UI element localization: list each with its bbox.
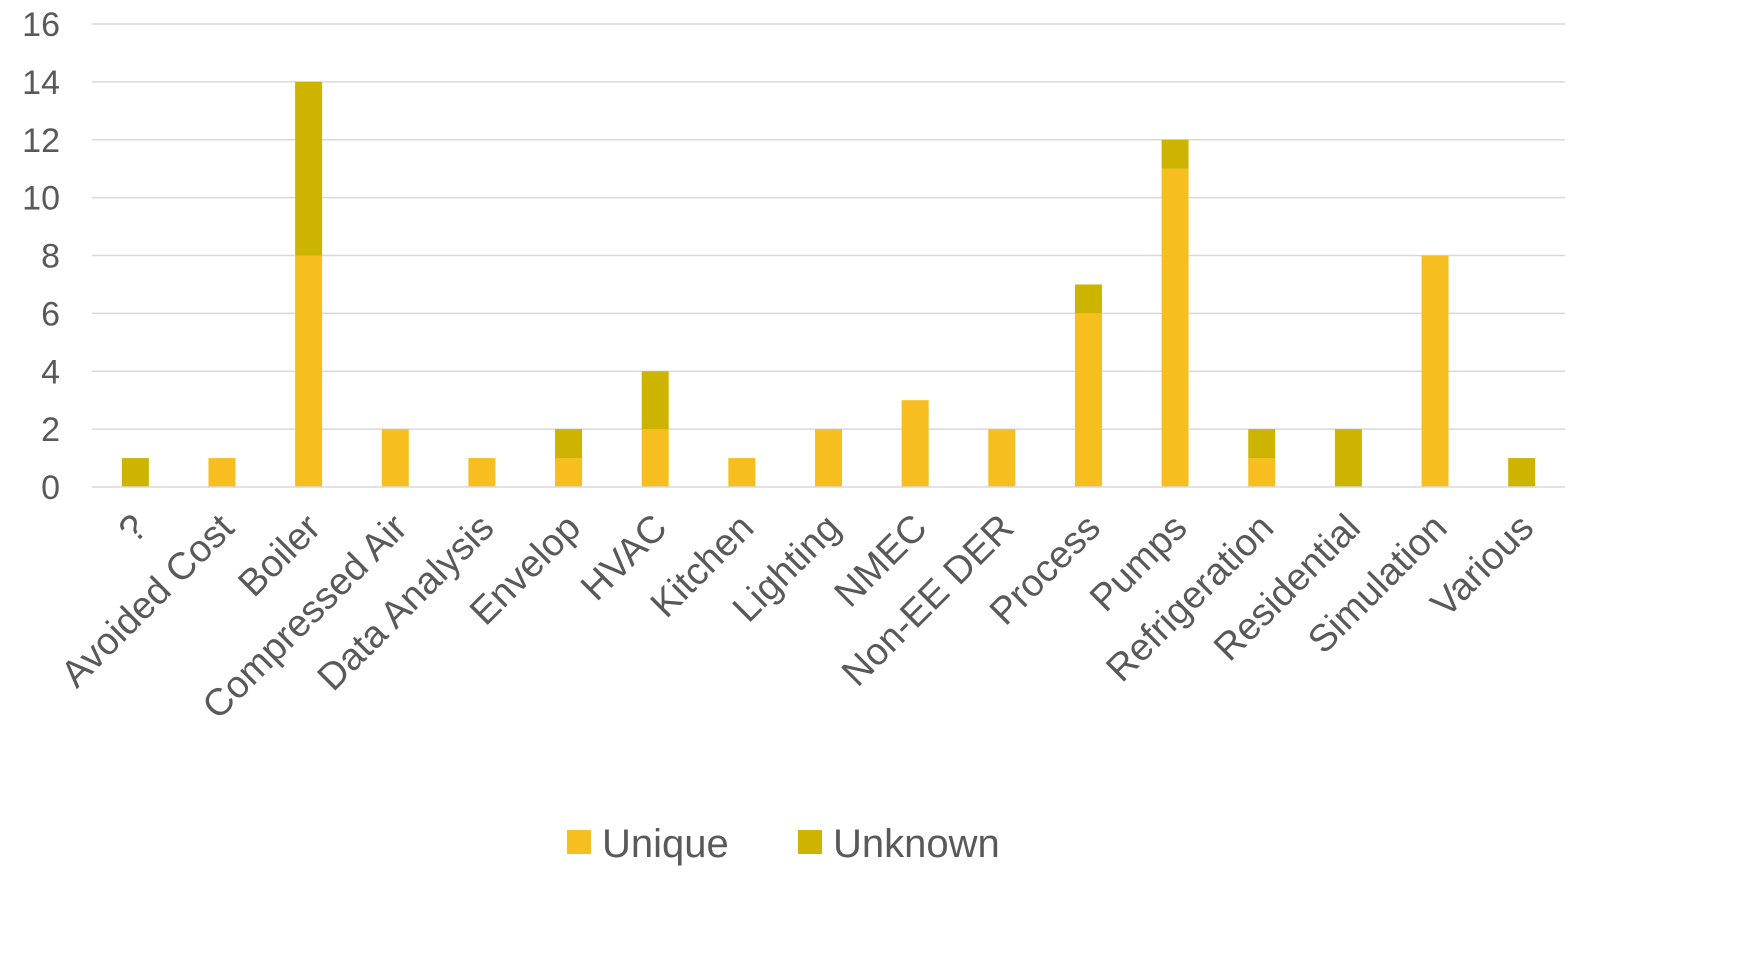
bar-segment-unknown <box>1074 284 1102 314</box>
bar-segment-unique <box>1161 168 1189 487</box>
bar-segment-unique <box>381 429 409 487</box>
y-axis-tick-labels: 0 2 4 6 8 10 12 14 16 <box>22 6 60 507</box>
bar-segment-unique <box>468 458 496 487</box>
y-tick-label: 6 <box>41 295 60 333</box>
bar-segment-unknown <box>1508 458 1536 487</box>
bar-segment-unique <box>295 255 323 487</box>
bar-segment-unique <box>641 429 669 487</box>
bar-segment-unique <box>1248 458 1276 487</box>
x-tick-label: ? <box>111 507 156 552</box>
bars <box>121 81 1536 487</box>
bar-segment-unique <box>728 458 756 487</box>
bar-segment-unknown <box>295 81 323 256</box>
bar-segment-unique <box>1421 255 1449 487</box>
y-tick-label: 0 <box>41 469 60 507</box>
legend-swatch-unique <box>567 830 591 854</box>
y-tick-label: 14 <box>22 64 60 102</box>
y-tick-label: 16 <box>22 6 60 44</box>
y-tick-label: 12 <box>22 122 60 160</box>
y-tick-label: 10 <box>22 180 60 218</box>
bar-segment-unknown <box>555 429 583 459</box>
legend-swatch-unknown <box>798 830 822 854</box>
bar-segment-unknown <box>1248 429 1276 459</box>
bar-segment-unknown <box>121 458 149 487</box>
legend-label-unknown: Unknown <box>833 822 1000 866</box>
bar-segment-unique <box>1074 313 1102 487</box>
bar-segment-unknown <box>1334 429 1362 487</box>
bar-segment-unknown <box>1161 139 1189 169</box>
legend: Unique Unknown <box>567 822 1000 866</box>
bar-segment-unknown <box>641 371 669 430</box>
gridlines <box>92 23 1565 430</box>
y-tick-label: 2 <box>41 411 60 449</box>
bar-segment-unique <box>988 429 1016 487</box>
y-tick-label: 8 <box>41 238 60 276</box>
legend-label-unique: Unique <box>602 822 729 866</box>
bar-segment-unique <box>815 429 842 487</box>
bar-segment-unique <box>901 400 929 487</box>
y-tick-label: 4 <box>41 353 60 391</box>
bar-segment-unique <box>208 458 236 487</box>
bar-segment-unique <box>555 458 583 487</box>
